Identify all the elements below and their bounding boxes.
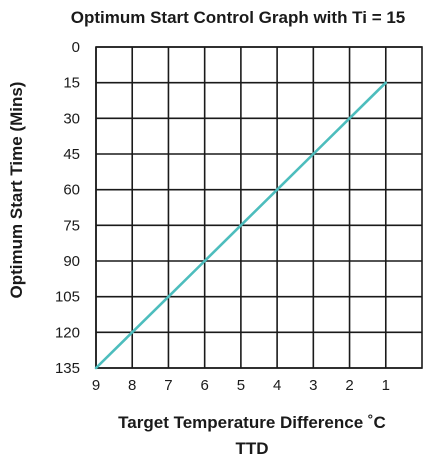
chart-title: Optimum Start Control Graph with Ti = 15 (71, 8, 406, 27)
x-tick-label-4: 4 (273, 377, 281, 394)
y-tick-label-75: 75 (63, 217, 80, 234)
series-line-0 (94, 81, 388, 370)
y-tick-label-60: 60 (63, 182, 80, 199)
x-tick-label-6: 6 (200, 377, 208, 394)
y-tick-label-0: 0 (72, 39, 80, 56)
x-tick-label-8: 8 (128, 377, 136, 394)
y-tick-label-135: 135 (55, 360, 80, 377)
x-axis-sublabel: TTD (235, 439, 268, 458)
series-group (94, 81, 388, 370)
y-tick-labels: 0 15 30 45 60 75 90 105 120 135 (55, 39, 80, 377)
grid (95, 46, 422, 369)
y-tick-label-45: 45 (63, 146, 80, 163)
y-axis-label: Optimum Start Time (Mins) (7, 82, 26, 299)
y-tick-label-30: 30 (63, 110, 80, 127)
x-axis-label: Target Temperature Difference ˚C (118, 413, 386, 432)
x-tick-label-3: 3 (309, 377, 317, 394)
y-tick-label-90: 90 (63, 253, 80, 270)
x-tick-label-9: 9 (92, 377, 100, 394)
x-tick-label-7: 7 (164, 377, 172, 394)
y-tick-label-105: 105 (55, 289, 80, 306)
y-tick-label-120: 120 (55, 324, 80, 341)
x-tick-label-1: 1 (382, 377, 390, 394)
y-tick-label-15: 15 (63, 75, 80, 92)
x-tick-label-2: 2 (345, 377, 353, 394)
x-tick-labels: 9 8 7 6 5 4 3 2 1 (92, 377, 390, 394)
x-tick-label-5: 5 (237, 377, 245, 394)
